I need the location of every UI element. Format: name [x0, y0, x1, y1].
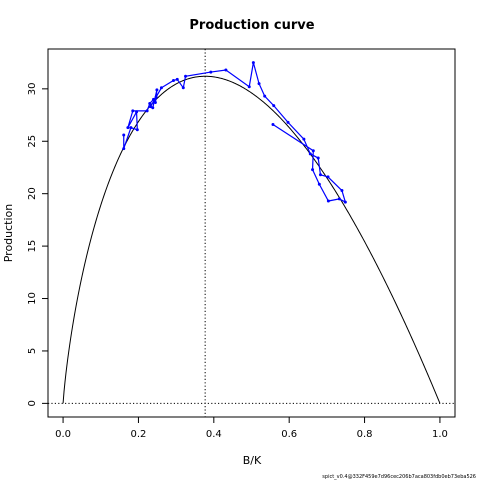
x-tick-label: 0.8: [357, 429, 373, 440]
trajectory-point: [154, 95, 158, 99]
x-axis-label: B/K: [243, 454, 262, 467]
y-tick-label: 25: [27, 135, 38, 148]
y-tick-label: 0: [27, 400, 38, 406]
trajectory-point: [257, 82, 261, 86]
trajectory-point: [247, 85, 251, 89]
y-tick-label: 20: [27, 187, 38, 200]
trajectory-point: [148, 102, 152, 106]
x-tick-label: 0.6: [281, 429, 297, 440]
trajectory-point: [311, 149, 315, 153]
y-tick-label: 5: [27, 348, 38, 354]
y-tick-label: 15: [27, 240, 38, 253]
y-tick-label: 10: [27, 292, 38, 305]
trajectory-point: [184, 74, 188, 78]
plot-frame: [47, 48, 456, 418]
trajectory-point: [135, 110, 139, 114]
x-axis: 0.0 0.2 0.4 0.6 0.8 1.0: [55, 417, 448, 440]
trajectory-point: [302, 137, 306, 141]
trajectory-point: [153, 100, 157, 104]
trajectory-point: [175, 77, 179, 81]
trajectory-point: [340, 189, 344, 193]
trajectory-point: [286, 120, 290, 124]
trajectory-point: [263, 94, 267, 98]
trajectory-point: [155, 88, 159, 92]
version-footnote: spict_v0.4@332F459e7d96cec206b7aca803fdb…: [322, 474, 476, 480]
trajectory-point: [145, 109, 149, 113]
y-tick-label: 30: [27, 82, 38, 95]
trajectory-point: [159, 86, 163, 90]
trajectory-point: [318, 173, 322, 177]
trajectory-point: [122, 147, 126, 151]
trajectory-point: [316, 156, 320, 160]
trajectory-point: [271, 122, 275, 126]
x-tick-label: 1.0: [432, 429, 448, 440]
trajectory-point: [152, 97, 156, 101]
trajectory-point: [224, 68, 228, 72]
plot-area: [48, 49, 455, 417]
trajectory-point: [209, 70, 213, 74]
x-tick-label: 0.0: [55, 429, 71, 440]
trajectory-point: [251, 61, 255, 65]
trajectory-point: [129, 126, 133, 130]
trajectory-point: [131, 109, 135, 113]
y-axis: 0 5 10 15 20 25 30: [27, 82, 48, 407]
trajectory-point: [149, 105, 153, 109]
x-tick-label: 0.4: [206, 429, 222, 440]
trajectory-point: [126, 126, 130, 130]
trajectory-point: [151, 106, 155, 110]
trajectory-point: [311, 168, 315, 172]
trajectory-point: [122, 133, 126, 137]
trajectory-point: [135, 128, 139, 132]
trajectory-point: [308, 152, 312, 156]
trajectory-point: [326, 175, 330, 179]
chart-title: Production curve: [189, 18, 314, 33]
trajectory-point: [343, 200, 347, 204]
x-tick-label: 0.2: [130, 429, 146, 440]
production-curve-line: [62, 75, 441, 404]
trajectory-point: [272, 104, 276, 108]
trajectory-point: [317, 182, 321, 186]
y-axis-label: Production: [2, 204, 15, 263]
trajectory-point: [171, 78, 175, 82]
trajectory-point: [337, 197, 341, 201]
trajectory-point: [326, 199, 330, 203]
trajectory-point: [181, 86, 185, 90]
